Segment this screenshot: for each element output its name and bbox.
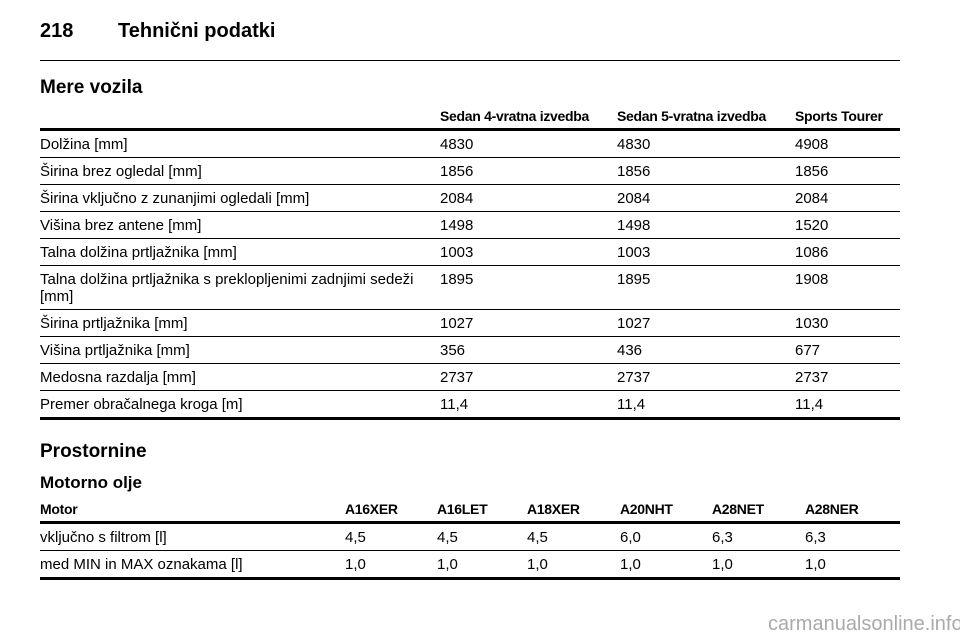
header-cell — [40, 107, 440, 131]
cell-value: 677 — [795, 336, 900, 364]
cell-value: 1856 — [440, 157, 617, 185]
header-cell: Motor — [40, 500, 345, 524]
cell-value: 11,4 — [795, 390, 900, 420]
header-cell: A18XER — [527, 500, 620, 524]
cell-value: 1520 — [795, 211, 900, 239]
header-cell: Sedan 4-vratna izvedba — [440, 107, 617, 131]
cell-value: 4830 — [440, 129, 617, 158]
watermark: carmanualsonline.info — [768, 613, 960, 635]
table-row: Širina prtljažnika [mm] 1027 1027 1030 — [40, 309, 900, 337]
oil-table: Motor A16XER A16LET A18XER A20NHT A28NET A28NE… — [40, 500, 900, 580]
header-row: Motor A16XER A16LET A18XER A20NHT A28NET A28NE… — [40, 500, 900, 524]
cell-value: 1,0 — [805, 550, 900, 580]
cell-value: 436 — [617, 336, 795, 364]
cell-value: 1498 — [440, 211, 617, 239]
cell-value: 1498 — [617, 211, 795, 239]
table-row: Višina brez antene [mm] 1498 1498 1520 — [40, 211, 900, 239]
table-row: Višina prtljažnika [mm] 356 436 677 — [40, 336, 900, 364]
cell-value: 1,0 — [620, 550, 712, 580]
cell-value: 4,5 — [345, 522, 437, 551]
cell-value: 6,0 — [620, 522, 712, 551]
row-label: Talna dolžina prtljažnika [mm] — [40, 238, 440, 266]
table-row: Širina vključno z zunanjimi ogledali [mm… — [40, 184, 900, 212]
cell-value: 4830 — [617, 129, 795, 158]
cell-value: 1027 — [617, 309, 795, 337]
row-label: Širina prtljažnika [mm] — [40, 309, 440, 337]
row-label: Višina brez antene [mm] — [40, 211, 440, 239]
cell-value: 4,5 — [437, 522, 527, 551]
header-cell: A16LET — [437, 500, 527, 524]
table-row: Talna dolžina prtljažnika s preklopljeni… — [40, 265, 900, 310]
cell-value: 4908 — [795, 129, 900, 158]
cell-value: 1895 — [440, 265, 617, 310]
cell-value: 1895 — [617, 265, 795, 310]
header-cell: A28NET — [712, 500, 805, 524]
header-cell: A28NER — [805, 500, 900, 524]
table-row: Talna dolžina prtljažnika [mm] 1003 1003 10… — [40, 238, 900, 266]
cell-value: 11,4 — [617, 390, 795, 420]
section-title: Prostornine — [40, 441, 147, 462]
cell-value: 1856 — [795, 157, 900, 185]
header-cell: Sedan 5-vratna izvedba — [617, 107, 795, 131]
cell-value: 4,5 — [527, 522, 620, 551]
cell-value: 1003 — [617, 238, 795, 266]
page-number: 218 — [40, 20, 74, 42]
cell-value: 1908 — [795, 265, 900, 310]
row-label: Medosna razdalja [mm] — [40, 363, 440, 391]
cell-value: 2737 — [440, 363, 617, 391]
table-row: Širina brez ogledal [mm] 1856 1856 1856 — [40, 157, 900, 185]
row-label: Talna dolžina prtljažnika s preklopljeni… — [40, 265, 440, 310]
cell-value: 11,4 — [440, 390, 617, 420]
header-cell: Sports Tourer — [795, 107, 900, 131]
cell-value: 2084 — [617, 184, 795, 212]
cell-value: 1,0 — [345, 550, 437, 580]
cell-value: 1086 — [795, 238, 900, 266]
cell-value: 1,0 — [437, 550, 527, 580]
cell-value: 356 — [440, 336, 617, 364]
table-row: Medosna razdalja [mm] 2737 2737 2737 — [40, 363, 900, 391]
subsection-title: Motorno olje — [40, 473, 142, 492]
cell-value: 1,0 — [712, 550, 805, 580]
row-label: Višina prtljažnika [mm] — [40, 336, 440, 364]
row-label: Širina vključno z zunanjimi ogledali [mm… — [40, 184, 440, 212]
cell-value: 1856 — [617, 157, 795, 185]
cell-value: 1003 — [440, 238, 617, 266]
header-cell: A20NHT — [620, 500, 712, 524]
table-row: med MIN in MAX oznakama [l] 1,0 1,0 1,0 1,0 1… — [40, 550, 900, 580]
row-label: Dolžina [mm] — [40, 129, 440, 158]
table-row: Dolžina [mm] 4830 4830 4908 — [40, 129, 900, 158]
page-title: Tehnični podatki — [118, 20, 276, 42]
cell-value: 2737 — [617, 363, 795, 391]
section-title: Mere vozila — [40, 77, 143, 98]
header-row: Sedan 4-vratna izvedba Sedan 5-vratna izv… — [40, 107, 900, 131]
cell-value: 2084 — [795, 184, 900, 212]
dimensions-table: Sedan 4-vratna izvedba Sedan 5-vratna izv… — [40, 107, 900, 420]
table-row: vključno s filtrom [l] 4,5 4,5 4,5 6,0 6,3 6,3 — [40, 522, 900, 551]
cell-value: 1030 — [795, 309, 900, 337]
row-label: vključno s filtrom [l] — [40, 522, 345, 551]
header-rule — [40, 60, 900, 61]
table-row: Premer obračalnega kroga [m] 11,4 11,4 11,4 — [40, 390, 900, 420]
header-cell: A16XER — [345, 500, 437, 524]
cell-value: 6,3 — [805, 522, 900, 551]
cell-value: 1,0 — [527, 550, 620, 580]
cell-value: 2737 — [795, 363, 900, 391]
row-label: med MIN in MAX oznakama [l] — [40, 550, 345, 580]
row-label: Širina brez ogledal [mm] — [40, 157, 440, 185]
row-label: Premer obračalnega kroga [m] — [40, 390, 440, 420]
cell-value: 6,3 — [712, 522, 805, 551]
cell-value: 1027 — [440, 309, 617, 337]
cell-value: 2084 — [440, 184, 617, 212]
